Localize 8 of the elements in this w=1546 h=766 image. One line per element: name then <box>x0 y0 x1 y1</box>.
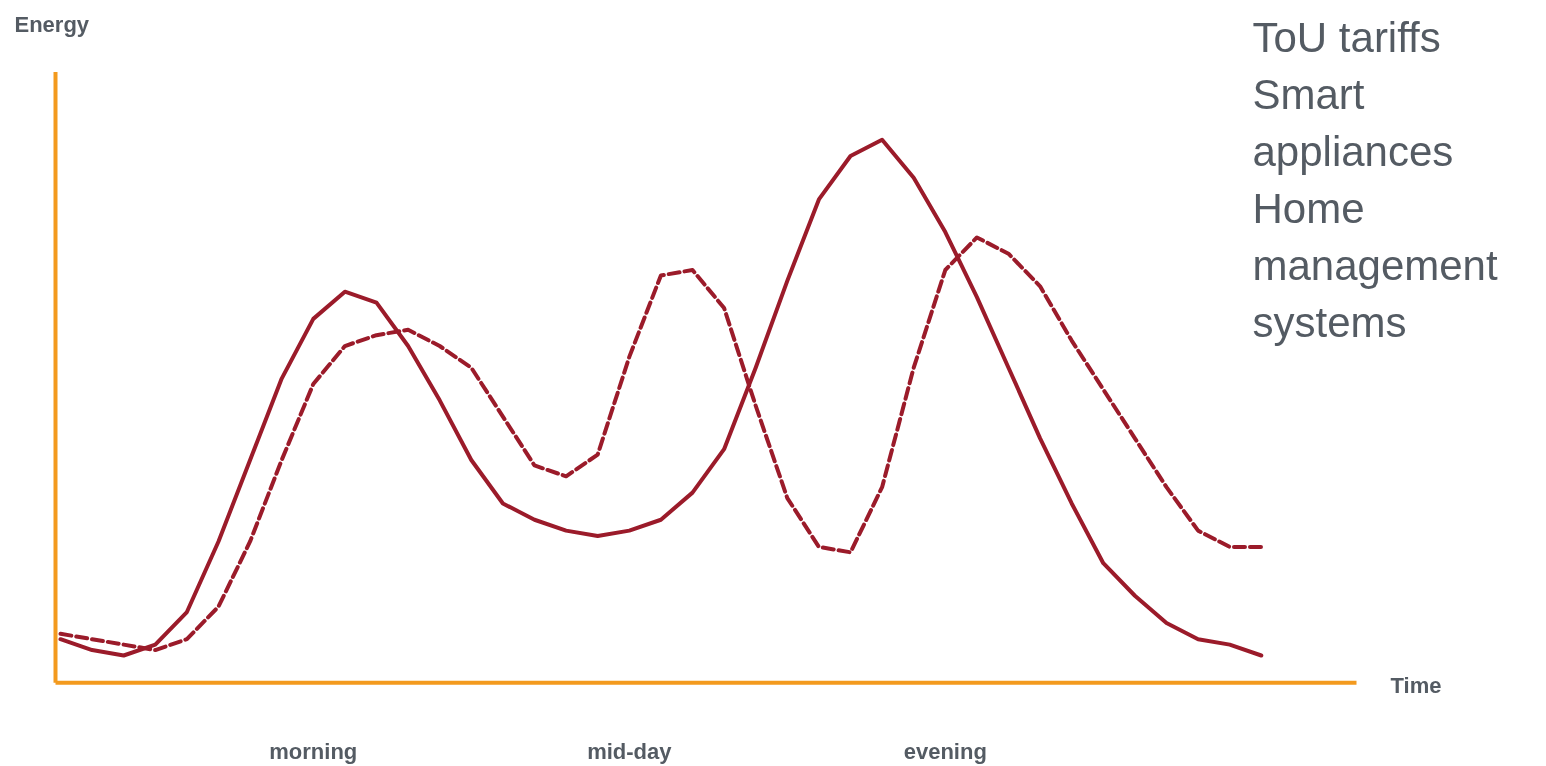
text: ToU tariffs <box>1252 13 1441 61</box>
x-tick-label: evening <box>903 738 987 764</box>
x-tick-label: mid-day <box>587 738 673 764</box>
text: Time <box>1390 673 1442 699</box>
annotation: Smart appliances <box>1252 70 1454 175</box>
x-tick-label: morning <box>269 738 358 764</box>
annotation: Home management systems <box>1252 184 1498 346</box>
y-axis-title: Energy <box>14 11 90 37</box>
